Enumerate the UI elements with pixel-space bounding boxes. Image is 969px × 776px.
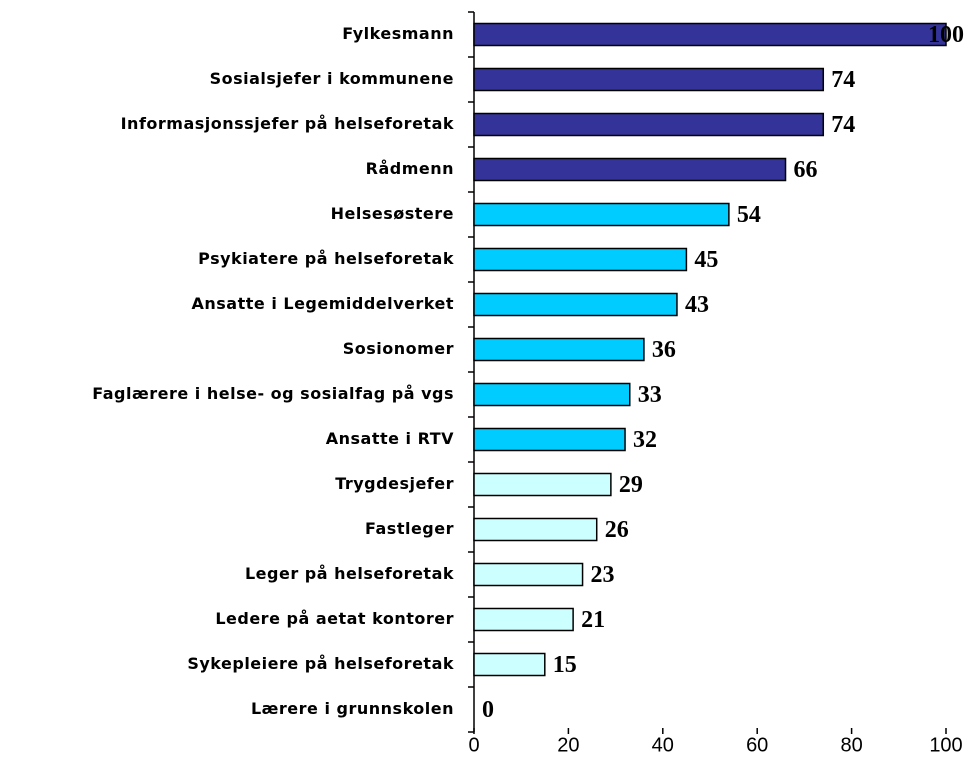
bar	[473, 652, 546, 677]
y-tick-label: Fastleger	[365, 519, 454, 538]
x-tick-label: 40	[652, 734, 674, 756]
bar	[473, 202, 730, 227]
x-tick-label: 20	[557, 734, 579, 756]
y-tick-label: Helsesøstere	[331, 204, 454, 223]
value-label: 26	[605, 517, 629, 543]
bar	[473, 607, 574, 632]
value-label: 23	[591, 562, 615, 588]
bar	[473, 67, 825, 92]
y-tick-label: Sykepleiere på helseforetak	[187, 654, 454, 673]
value-label: 15	[553, 652, 577, 678]
x-tick-label: 100	[929, 734, 962, 756]
value-label: 21	[581, 607, 605, 633]
value-label: 74	[831, 67, 855, 93]
bar	[473, 562, 584, 587]
x-tick-label: 0	[468, 734, 479, 756]
y-tick-label: Faglærere i helse- og sosialfag på vgs	[92, 384, 454, 403]
value-label: 74	[831, 112, 855, 138]
bar	[473, 247, 688, 272]
value-label: 33	[638, 382, 662, 408]
bar	[473, 382, 631, 407]
value-label: 66	[794, 157, 818, 183]
bar	[473, 337, 645, 362]
y-tick-label: Rådmenn	[366, 159, 454, 178]
bar	[473, 292, 678, 317]
x-tick-label: 80	[840, 734, 862, 756]
bar	[473, 427, 626, 452]
bar	[473, 472, 612, 497]
value-label: 29	[619, 472, 643, 498]
x-tick-label: 60	[746, 734, 768, 756]
bar	[473, 157, 787, 182]
value-label: 54	[737, 202, 761, 228]
value-label: 0	[482, 697, 494, 723]
y-tick-label: Sosialsjefer i kommunene	[210, 69, 454, 88]
y-tick-label: Ledere på aetat kontorer	[215, 609, 454, 628]
y-tick-label: Leger på helseforetak	[245, 564, 454, 583]
y-tick-label: Sosionomer	[343, 339, 454, 358]
y-tick-label: Lærere i grunnskolen	[251, 699, 454, 718]
y-tick-label: Psykiatere på helseforetak	[198, 249, 454, 268]
y-tick-label: Ansatte i Legemiddelverket	[192, 294, 455, 313]
y-tick-label: Ansatte i RTV	[326, 429, 454, 448]
bar	[473, 22, 947, 47]
value-label: 45	[694, 247, 718, 273]
value-label: 100	[928, 22, 964, 48]
y-tick-label: Informasjonssjefer på helseforetak	[121, 114, 454, 133]
bar	[473, 112, 825, 137]
bar	[473, 517, 598, 542]
value-label: 32	[633, 427, 657, 453]
value-label: 36	[652, 337, 676, 363]
value-label: 43	[685, 292, 709, 318]
y-tick-label: Fylkesmann	[342, 24, 454, 43]
y-tick-label: Trygdesjefer	[335, 474, 454, 493]
